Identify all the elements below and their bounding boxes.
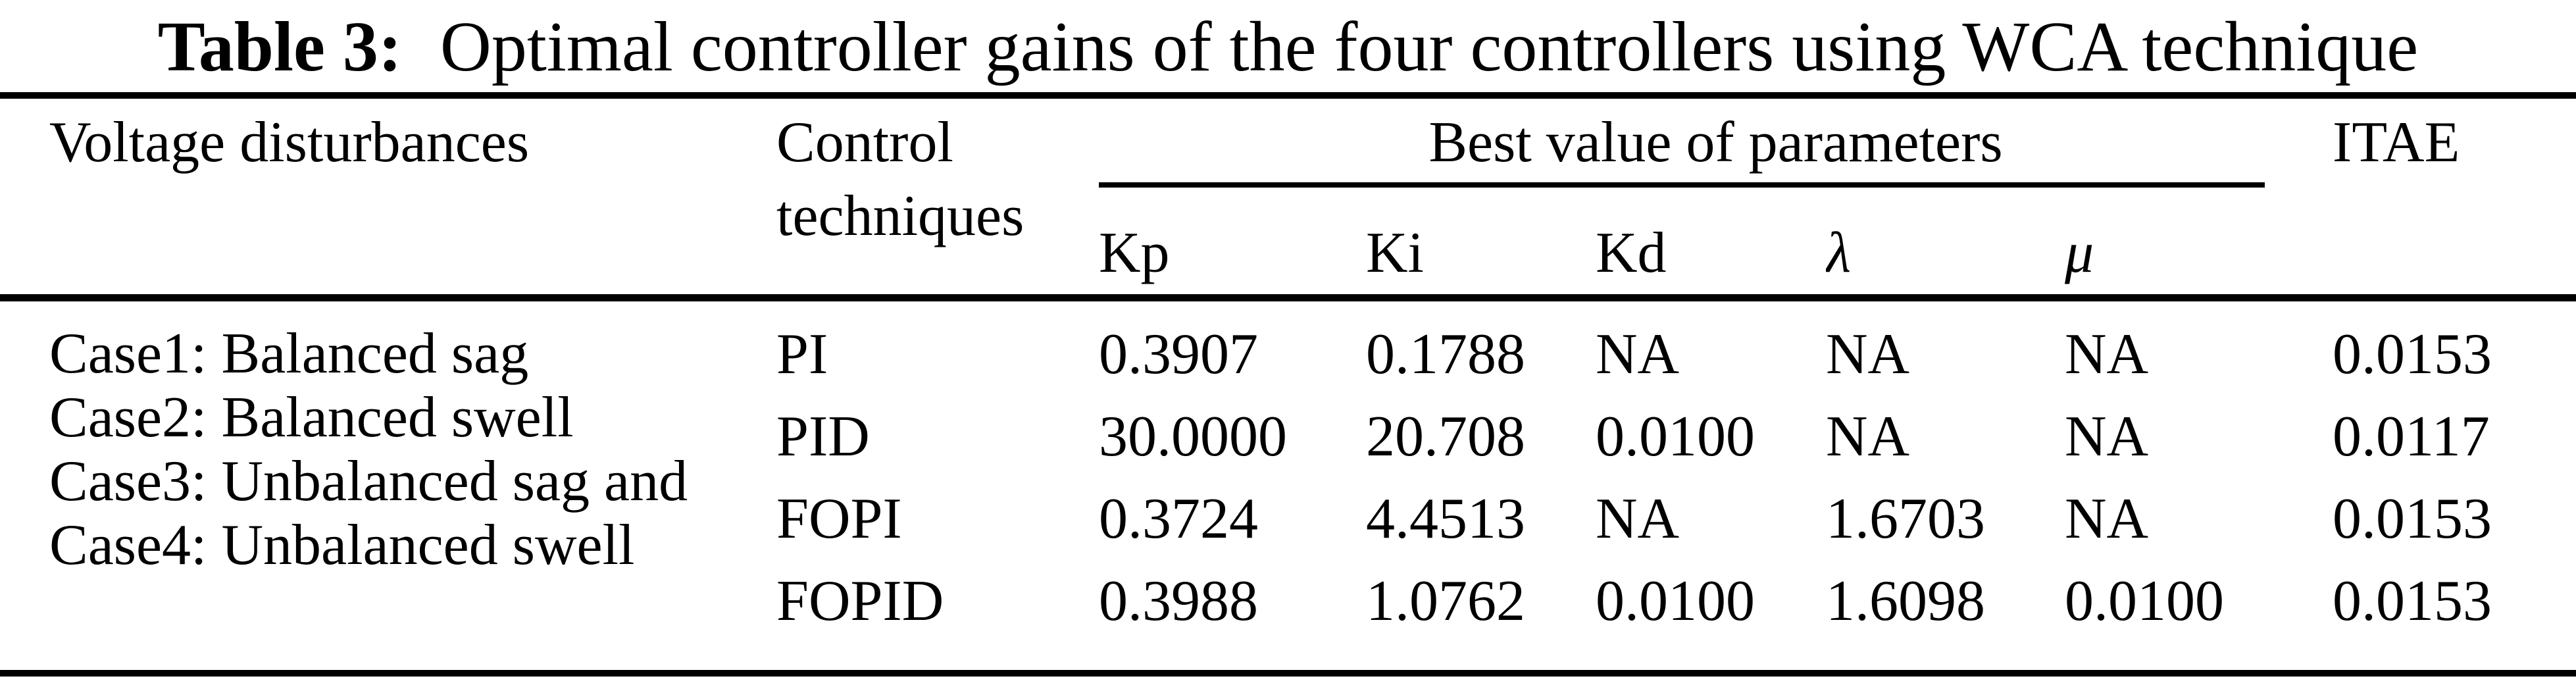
cell-mu: 0.0100 bbox=[2065, 569, 2224, 633]
span-divider-rule bbox=[1099, 182, 2265, 188]
table-caption-text: Optimal controller gains of the four con… bbox=[440, 8, 2419, 86]
table-caption: Table 3: Optimal controller gains of the … bbox=[0, 0, 2576, 92]
cell-kp: 0.3907 bbox=[1099, 322, 1258, 384]
technique-label: FOPI bbox=[776, 486, 902, 548]
technique-label: FOPID bbox=[776, 569, 944, 633]
controller-gains-table: Voltage disturbances Control techniques … bbox=[0, 92, 2576, 677]
cell-kd: NA bbox=[1596, 322, 1680, 384]
technique-label: PI bbox=[776, 322, 828, 384]
case-line-1: Case1: Balanced sag bbox=[49, 321, 529, 386]
cell-lambda: 1.6703 bbox=[1826, 486, 1985, 548]
cell-lambda: 1.6098 bbox=[1826, 569, 1985, 633]
cell-itae: 0.0153 bbox=[2333, 486, 2492, 548]
cell-kd: 0.0100 bbox=[1596, 569, 1755, 633]
cell-kd: NA bbox=[1596, 486, 1680, 548]
cell-itae: 0.0153 bbox=[2333, 569, 2492, 633]
technique-label: PID bbox=[776, 404, 870, 466]
cell-ki: 20.708 bbox=[1366, 404, 1525, 466]
cell-kp: 0.3988 bbox=[1099, 569, 1258, 633]
col-header-mu: μ bbox=[2065, 188, 2333, 301]
col-header-kp: Kp bbox=[1099, 188, 1366, 301]
cell-itae: 0.0117 bbox=[2333, 404, 2490, 466]
cell-kp: 30.0000 bbox=[1099, 404, 1287, 466]
cell-kp: 0.3724 bbox=[1099, 486, 1258, 548]
header-control-techniques-line1: Control bbox=[776, 111, 953, 174]
table-caption-label: Table 3: bbox=[157, 8, 402, 86]
table-row-fopid: FOPID 0.3988 1.0762 0.0100 1.6098 0.0100… bbox=[0, 548, 2576, 673]
header-best-value-label: Best value of parameters bbox=[1428, 111, 2003, 174]
voltage-disturbances-cell: Case1: Balanced sag Case2: Balanced swel… bbox=[0, 297, 776, 673]
cell-itae: 0.0153 bbox=[2333, 322, 2492, 384]
cell-kd: 0.0100 bbox=[1596, 404, 1755, 466]
cell-mu: NA bbox=[2065, 404, 2149, 466]
case-line-2: Case2: Balanced swell bbox=[49, 385, 574, 449]
table-row-fopi: FOPI 0.3724 4.4513 NA 1.6703 NA 0.0153 bbox=[0, 466, 2576, 548]
cell-ki: 0.1788 bbox=[1366, 322, 1525, 384]
col-header-lambda: λ bbox=[1826, 188, 2065, 301]
header-voltage-disturbances: Voltage disturbances bbox=[0, 95, 776, 301]
header-control-techniques: Control techniques bbox=[776, 95, 1099, 301]
col-header-kd: Kd bbox=[1596, 188, 1826, 301]
cell-mu: NA bbox=[2065, 322, 2149, 384]
cell-ki: 4.4513 bbox=[1366, 486, 1525, 548]
cell-mu: NA bbox=[2065, 486, 2149, 548]
cell-lambda: NA bbox=[1826, 404, 1910, 466]
header-best-value-span: Best value of parameters bbox=[1099, 95, 2333, 188]
header-control-techniques-line2: techniques bbox=[776, 184, 1024, 248]
cell-ki: 1.0762 bbox=[1366, 569, 1525, 633]
header-itae: ITAE bbox=[2333, 95, 2576, 301]
col-header-ki: Ki bbox=[1366, 188, 1596, 301]
table-row-pid: PID 30.0000 20.708 0.0100 NA NA 0.0117 bbox=[0, 384, 2576, 466]
cell-lambda: NA bbox=[1826, 322, 1910, 384]
case-line-4: Case4: Unbalanced swell bbox=[49, 513, 635, 577]
table-row-pi: Case1: Balanced sag Case2: Balanced swel… bbox=[0, 297, 2576, 577]
case-line-3: Case3: Unbalanced sag and bbox=[49, 449, 688, 513]
